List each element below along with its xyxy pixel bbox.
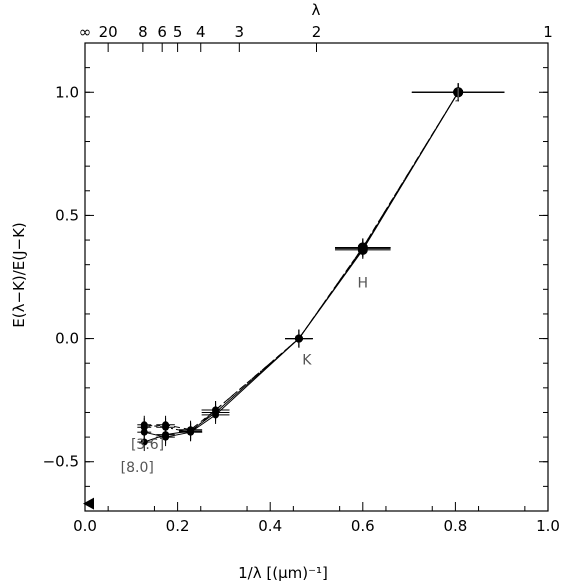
- x-tick-label: 1.0: [536, 517, 560, 535]
- x-tick-label: 0.4: [258, 517, 282, 535]
- point-labels: J H K [8.0] [3.6]: [121, 86, 461, 476]
- error-bars: [137, 83, 505, 452]
- series-line: [144, 92, 459, 438]
- data-point: [453, 87, 464, 98]
- axis-ticks: 0.0 0.2 0.4 0.6 0.8 1.0 −0.5 0.0 0.5 1.0 ∞ 20 8 6 5 4 3 2…: [43, 23, 560, 535]
- x-axis-title: 1/λ [(μm)⁻¹]: [238, 564, 328, 582]
- y-tick-label: 1.0: [55, 83, 79, 101]
- y-tick-label: 0.0: [55, 330, 79, 348]
- data-point: [294, 334, 303, 343]
- top-tick-label: 5: [173, 23, 183, 41]
- top-tick-label: 4: [196, 23, 206, 41]
- series-line: [144, 92, 459, 443]
- x-tick-label: 0.6: [351, 517, 375, 535]
- data-point: [162, 423, 170, 431]
- x-tick-label: 0.2: [166, 517, 190, 535]
- y-tick-label: 0.5: [55, 206, 79, 224]
- top-tick-label: 3: [235, 23, 245, 41]
- series-line: [144, 92, 459, 433]
- point-label: K: [302, 353, 312, 369]
- point-label: [8.0]: [121, 460, 154, 476]
- top-axis-title: λ: [312, 1, 321, 19]
- top-tick-label: 1: [543, 23, 553, 41]
- data-point: [212, 406, 220, 414]
- series-lines: [144, 92, 459, 443]
- axis-marker: [83, 497, 94, 510]
- point-label: [3.6]: [131, 437, 164, 453]
- top-tick-label: 6: [157, 23, 167, 41]
- top-tick-label: ∞: [79, 23, 92, 41]
- data-point: [162, 431, 170, 439]
- data-point: [357, 242, 368, 253]
- data-points: [83, 87, 464, 510]
- y-tick-label: −0.5: [43, 453, 79, 471]
- x-tick-label: 0.8: [443, 517, 467, 535]
- point-label: H: [358, 275, 369, 291]
- y-axis-title: E(λ−K)/E(J−K): [10, 222, 28, 328]
- x-tick-label: 0.0: [73, 517, 97, 535]
- data-point: [140, 421, 148, 429]
- data-point: [187, 428, 195, 436]
- top-tick-label: 20: [99, 23, 118, 41]
- top-tick-label: 2: [312, 23, 322, 41]
- top-tick-label: 8: [138, 23, 148, 41]
- point-label: J: [455, 86, 460, 102]
- series-line: [144, 92, 459, 431]
- data-point: [140, 428, 148, 436]
- data-point: [140, 438, 148, 446]
